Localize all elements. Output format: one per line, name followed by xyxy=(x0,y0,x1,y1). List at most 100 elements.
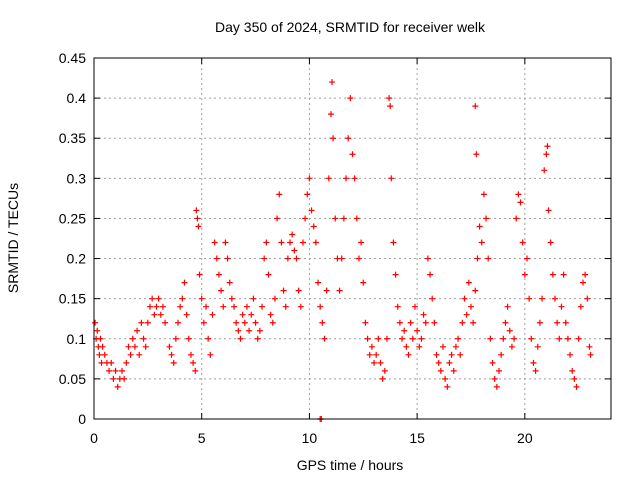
data-point xyxy=(110,375,117,382)
data-point xyxy=(424,255,431,262)
data-point xyxy=(97,335,104,342)
data-point xyxy=(493,383,500,390)
data-point xyxy=(375,335,382,342)
data-point xyxy=(399,335,406,342)
data-point xyxy=(237,335,244,342)
data-point xyxy=(442,375,449,382)
data-point xyxy=(195,223,202,230)
data-point xyxy=(457,351,464,358)
data-point xyxy=(289,231,296,238)
data-point xyxy=(233,319,240,326)
data-point xyxy=(336,287,343,294)
data-point xyxy=(140,335,147,342)
data-point xyxy=(125,343,132,350)
data-point xyxy=(526,295,533,302)
data-point xyxy=(99,343,106,350)
data-point xyxy=(506,327,513,334)
data-point xyxy=(433,351,440,358)
data-point xyxy=(177,303,184,310)
data-point xyxy=(323,287,330,294)
data-point xyxy=(534,343,541,350)
data-point xyxy=(203,303,210,310)
data-point xyxy=(265,271,272,278)
data-point xyxy=(377,359,384,366)
data-point xyxy=(287,239,294,246)
data-point xyxy=(159,303,166,310)
data-point xyxy=(114,383,121,390)
data-point xyxy=(108,359,115,366)
data-point xyxy=(530,359,537,366)
y-tick-label: 0.15 xyxy=(59,291,86,307)
data-point xyxy=(569,367,576,374)
data-point xyxy=(480,191,487,198)
data-point xyxy=(371,359,378,366)
chart-title: Day 350 of 2024, SRMTID for receiver wel… xyxy=(215,19,486,35)
data-point xyxy=(119,367,126,374)
data-point xyxy=(259,303,266,310)
data-point xyxy=(472,287,479,294)
data-point xyxy=(211,239,218,246)
data-point xyxy=(179,295,186,302)
data-point xyxy=(185,335,192,342)
data-point xyxy=(528,335,535,342)
data-point xyxy=(517,199,524,206)
data-point xyxy=(187,351,194,358)
plot-frame xyxy=(93,57,612,420)
data-point xyxy=(250,295,257,302)
data-point xyxy=(532,367,539,374)
data-point xyxy=(106,367,113,374)
data-point xyxy=(96,351,103,358)
data-point xyxy=(215,271,222,278)
data-point xyxy=(407,319,414,326)
data-point xyxy=(444,383,451,390)
data-point xyxy=(347,95,354,102)
data-point xyxy=(455,335,462,342)
data-point xyxy=(134,327,141,334)
data-point xyxy=(327,111,334,118)
data-point xyxy=(519,239,526,246)
data-point xyxy=(101,351,108,358)
data-point xyxy=(239,311,246,318)
data-point xyxy=(131,343,138,350)
data-point xyxy=(558,303,565,310)
data-point xyxy=(564,335,571,342)
data-point xyxy=(427,271,434,278)
data-point xyxy=(405,351,412,358)
data-point xyxy=(284,255,291,262)
data-point xyxy=(448,351,455,358)
data-point xyxy=(470,319,477,326)
y-tick-label: 0.25 xyxy=(59,210,86,226)
data-point xyxy=(487,335,494,342)
data-point xyxy=(463,311,470,318)
x-tick-label: 5 xyxy=(198,430,206,446)
data-point xyxy=(515,191,522,198)
data-point xyxy=(136,351,143,358)
data-point xyxy=(362,319,369,326)
data-point xyxy=(437,367,444,374)
data-point xyxy=(231,303,238,310)
data-point xyxy=(149,295,156,302)
data-point xyxy=(473,151,480,158)
data-point xyxy=(386,95,393,102)
data-point xyxy=(166,343,173,350)
data-point xyxy=(218,287,225,294)
data-point xyxy=(228,295,235,302)
data-point xyxy=(207,351,214,358)
data-point xyxy=(315,279,322,286)
x-tick-label: 0 xyxy=(90,430,98,446)
data-point xyxy=(295,287,302,294)
data-point xyxy=(349,151,356,158)
data-point xyxy=(396,319,403,326)
x-tick-label: 10 xyxy=(302,430,318,446)
data-point xyxy=(547,239,554,246)
data-point xyxy=(213,255,220,262)
data-point xyxy=(168,351,175,358)
data-point xyxy=(345,135,352,142)
data-point xyxy=(379,375,386,382)
data-point xyxy=(155,295,162,302)
data-point xyxy=(123,359,130,366)
data-point xyxy=(418,335,425,342)
data-point xyxy=(394,303,401,310)
data-point xyxy=(513,215,520,222)
y-tick-label: 0.45 xyxy=(59,50,86,66)
